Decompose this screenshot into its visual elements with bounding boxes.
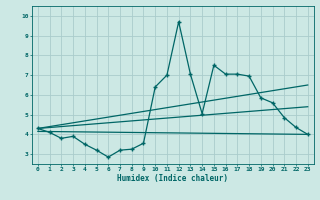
X-axis label: Humidex (Indice chaleur): Humidex (Indice chaleur) bbox=[117, 174, 228, 183]
